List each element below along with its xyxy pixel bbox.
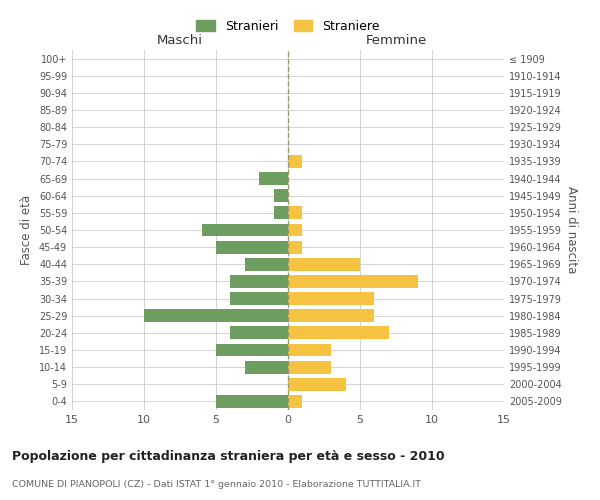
Bar bbox=[288, 378, 346, 390]
Bar bbox=[230, 292, 288, 305]
Text: Popolazione per cittadinanza straniera per età e sesso - 2010: Popolazione per cittadinanza straniera p… bbox=[12, 450, 445, 463]
Bar bbox=[274, 206, 288, 220]
Bar bbox=[216, 344, 288, 356]
Text: Femmine: Femmine bbox=[365, 34, 427, 46]
Bar bbox=[216, 395, 288, 408]
Bar bbox=[288, 292, 374, 305]
Bar bbox=[216, 240, 288, 254]
Bar bbox=[245, 360, 288, 374]
Legend: Stranieri, Straniere: Stranieri, Straniere bbox=[193, 16, 383, 36]
Bar bbox=[288, 258, 360, 270]
Text: Maschi: Maschi bbox=[157, 34, 203, 46]
Text: COMUNE DI PIANOPOLI (CZ) - Dati ISTAT 1° gennaio 2010 - Elaborazione TUTTITALIA.: COMUNE DI PIANOPOLI (CZ) - Dati ISTAT 1°… bbox=[12, 480, 421, 489]
Bar bbox=[288, 224, 302, 236]
Bar bbox=[230, 326, 288, 340]
Y-axis label: Anni di nascita: Anni di nascita bbox=[565, 186, 578, 274]
Bar bbox=[245, 258, 288, 270]
Bar bbox=[259, 172, 288, 185]
Bar bbox=[288, 326, 389, 340]
Bar bbox=[288, 344, 331, 356]
Bar bbox=[274, 190, 288, 202]
Bar bbox=[288, 275, 418, 288]
Y-axis label: Fasce di età: Fasce di età bbox=[20, 195, 33, 265]
Bar bbox=[288, 155, 302, 168]
Bar bbox=[144, 310, 288, 322]
Bar bbox=[288, 206, 302, 220]
Bar bbox=[288, 240, 302, 254]
Bar bbox=[230, 275, 288, 288]
Bar bbox=[288, 310, 374, 322]
Bar bbox=[202, 224, 288, 236]
Bar bbox=[288, 395, 302, 408]
Bar bbox=[288, 360, 331, 374]
